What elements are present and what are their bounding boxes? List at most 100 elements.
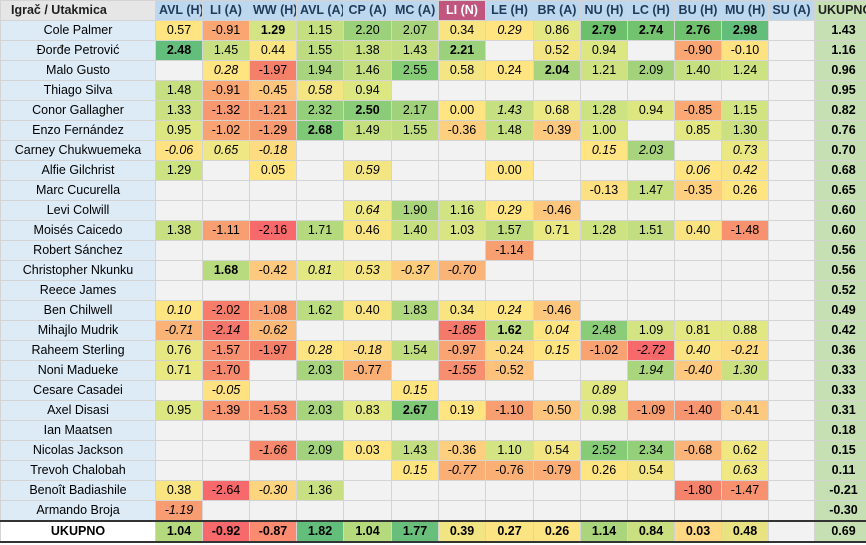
rating-cell: 0.48 — [721, 520, 769, 543]
rating-cell — [391, 180, 439, 201]
match-header[interactable]: WW (H) — [249, 0, 297, 21]
rating-cell: 0.54 — [533, 440, 581, 461]
rating-cell: 1.29 — [155, 160, 203, 181]
player-name: Robert Sánchez — [0, 240, 156, 261]
rating-cell — [485, 180, 534, 201]
table-row: Moisés Caicedo 1.38 -1.11 -2.16 1.71 0.46 1.40… — [0, 220, 866, 241]
match-header[interactable]: LI (N) — [438, 0, 486, 21]
rating-cell: 0.03 — [674, 520, 722, 543]
table-row: Christopher Nkunku 1.68 -0.42 0.81 0.53 -0.37… — [0, 260, 866, 281]
player-name: Axel Disasi — [0, 400, 156, 421]
rating-cell — [768, 460, 815, 481]
rating-cell — [580, 80, 628, 101]
rating-cell: 0.26 — [721, 180, 769, 201]
rating-cell: 1.36 — [296, 480, 344, 501]
rating-cell: 1.10 — [485, 440, 534, 461]
rating-cell: 0.95 — [155, 120, 203, 141]
rating-cell — [768, 60, 815, 81]
match-header[interactable]: NU (H) — [580, 0, 628, 21]
rating-cell: 1.94 — [296, 60, 344, 81]
match-header[interactable]: AVL (A) — [296, 0, 344, 21]
match-header[interactable]: BU (H) — [674, 0, 722, 21]
header-row: Igrač / Utakmica AVL (H) LI (A) WW (H) AVL … — [0, 0, 866, 21]
rating-cell — [391, 420, 439, 441]
rating-cell — [768, 520, 815, 543]
rating-cell — [627, 420, 675, 441]
rating-cell — [533, 260, 581, 281]
rating-cell: 1.04 — [343, 520, 392, 543]
rating-cell: 1.83 — [391, 300, 439, 321]
rating-cell — [155, 180, 203, 201]
rating-cell: 0.58 — [438, 60, 486, 81]
match-header[interactable]: LE (H) — [485, 0, 534, 21]
rating-cell: 0.58 — [296, 80, 344, 101]
rating-cell: 0.52 — [533, 40, 581, 61]
rating-cell: -1.48 — [721, 220, 769, 241]
rating-cell — [533, 480, 581, 501]
total-cell: 0.49 — [814, 300, 866, 321]
rating-cell — [249, 240, 297, 261]
rating-cell — [155, 420, 203, 441]
table-row: Mihajlo Mudrik -0.71 -2.14 -0.62 -1.85 1.62 0.… — [0, 320, 866, 341]
match-header[interactable]: BR (A) — [533, 0, 581, 21]
match-header[interactable]: MU (H) — [721, 0, 769, 21]
rating-cell: 0.24 — [485, 60, 534, 81]
table-row: Reece James 0.52 — [0, 280, 866, 301]
rating-cell: 1.16 — [438, 200, 486, 221]
total-cell: 0.82 — [814, 100, 866, 121]
total-cell: 1.16 — [814, 40, 866, 61]
rating-cell: -1.02 — [202, 120, 250, 141]
rating-cell — [580, 200, 628, 221]
rating-cell — [155, 240, 203, 261]
rating-cell — [721, 260, 769, 281]
rating-cell: -0.70 — [438, 260, 486, 281]
rating-cell — [343, 420, 392, 441]
rating-cell: -1.97 — [249, 60, 297, 81]
rating-cell — [674, 260, 722, 281]
rating-cell — [768, 480, 815, 501]
match-header[interactable]: CP (A) — [343, 0, 392, 21]
rating-cell: 1.90 — [391, 200, 439, 221]
rating-cell — [533, 420, 581, 441]
rating-cell — [438, 280, 486, 301]
rating-cell — [721, 240, 769, 261]
rating-cell: 1.71 — [296, 220, 344, 241]
match-header[interactable]: SU (A) — [768, 0, 815, 21]
rating-cell — [438, 240, 486, 261]
rating-cell — [296, 140, 344, 161]
total-header[interactable]: UKUPNO — [814, 0, 866, 21]
total-cell: 0.36 — [814, 340, 866, 361]
total-cell: 0.52 — [814, 280, 866, 301]
match-header[interactable]: LC (H) — [627, 0, 675, 21]
rating-cell: 2.67 — [391, 400, 439, 421]
match-header[interactable]: LI (A) — [202, 0, 250, 21]
total-cell: 0.42 — [814, 320, 866, 341]
match-header[interactable]: MC (A) — [391, 0, 439, 21]
rating-cell — [533, 80, 581, 101]
rating-cell: -0.18 — [343, 340, 392, 361]
rating-cell: 0.27 — [485, 520, 534, 543]
player-name: Raheem Sterling — [0, 340, 156, 361]
rating-cell — [391, 500, 439, 522]
rating-cell: 2.48 — [155, 40, 203, 61]
rating-cell — [580, 240, 628, 261]
rating-cell: 1.28 — [580, 100, 628, 121]
rating-cell: 1.54 — [391, 340, 439, 361]
rating-cell — [768, 240, 815, 261]
player-name: Ben Chilwell — [0, 300, 156, 321]
rating-cell: 1.49 — [343, 120, 392, 141]
table-row: Trevoh Chalobah 0.15 -0.77 -0.76 -0.79 0.26 0.… — [0, 460, 866, 481]
rating-cell — [768, 360, 815, 381]
rating-cell — [674, 300, 722, 321]
rating-cell: 1.43 — [391, 440, 439, 461]
total-cell: -0.30 — [814, 500, 866, 522]
rating-cell — [627, 300, 675, 321]
rating-cell: 0.71 — [533, 220, 581, 241]
rating-cell: 0.53 — [343, 260, 392, 281]
total-cell: 0.11 — [814, 460, 866, 481]
rating-cell: -0.68 — [674, 440, 722, 461]
rating-cell: 2.09 — [296, 440, 344, 461]
match-header[interactable]: AVL (H) — [155, 0, 203, 21]
rating-cell: 1.45 — [202, 40, 250, 61]
